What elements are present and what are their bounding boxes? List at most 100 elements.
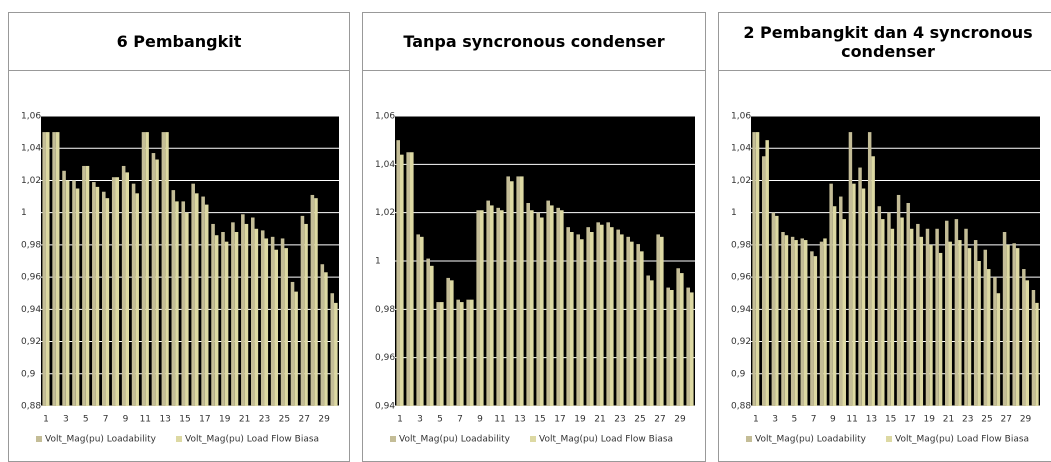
plot-area	[751, 116, 1040, 406]
legend-swatch	[530, 436, 536, 442]
legend-label: Volt_Mag(pu) Loadability	[755, 435, 867, 445]
chart-title: Tanpa syncronous condenser	[403, 32, 665, 51]
bar	[626, 236, 630, 406]
bar	[867, 132, 872, 406]
bar	[330, 293, 335, 406]
bar	[832, 206, 837, 406]
bar	[530, 210, 534, 406]
bar	[556, 207, 560, 406]
bar	[630, 241, 634, 406]
chart-title: 2 Pembangkit dan 4 syncronous condenser	[743, 22, 1033, 61]
bar	[606, 222, 610, 406]
y-tick-label: 0,98	[375, 305, 395, 315]
bar	[45, 132, 50, 406]
bar	[224, 241, 229, 406]
bar	[135, 193, 139, 406]
y-tick-label: 1	[375, 257, 381, 267]
bar	[231, 222, 235, 406]
bar	[839, 196, 843, 406]
bar	[115, 177, 120, 406]
bar	[175, 201, 179, 406]
chart-title: 6 Pembangkit	[116, 32, 242, 51]
x-tick-label: 15	[179, 415, 190, 425]
x-tick-label: 13	[866, 415, 877, 425]
bar	[396, 140, 400, 406]
x-tick-label: 7	[457, 415, 463, 425]
legend-swatch	[390, 436, 396, 442]
bar	[945, 220, 949, 406]
bar	[264, 238, 269, 406]
x-tick-label: 13	[514, 415, 525, 425]
y-tick-label: 1,02	[731, 176, 751, 186]
bar	[52, 132, 56, 406]
bar	[690, 292, 694, 406]
x-tick-label: 23	[962, 415, 973, 425]
chart-panel: 6 Pembangkit 0,88 0,9 0,92 0,94 0,96 0,98 1 1,02…	[8, 12, 350, 462]
chart-header: 6 Pembangkit	[9, 13, 349, 71]
legend-swatch	[176, 436, 182, 442]
bar	[204, 204, 209, 406]
bar	[810, 251, 814, 406]
bar	[1002, 232, 1007, 406]
x-tick-label: 3	[63, 415, 69, 425]
legend-swatch	[746, 436, 752, 442]
x-tick-label: 21	[943, 415, 954, 425]
bar	[996, 293, 1001, 406]
bar	[496, 207, 500, 406]
y-tick-label: 1,06	[731, 112, 751, 122]
bar	[983, 249, 988, 406]
bar	[430, 265, 434, 406]
x-tick-label: 21	[594, 415, 605, 425]
x-tick-label: 11	[846, 415, 857, 425]
x-tick-label: 11	[140, 415, 151, 425]
x-tick-label: 19	[574, 415, 586, 425]
y-tick-label: 0,96	[375, 353, 395, 363]
x-tick-label: 25	[634, 415, 645, 425]
y-tick-label: 0,98	[731, 240, 751, 250]
bar	[590, 232, 594, 406]
bar	[300, 215, 305, 406]
bar	[241, 214, 245, 406]
x-tick-label: 15	[885, 415, 896, 425]
bar	[436, 302, 440, 406]
bar	[486, 200, 490, 406]
y-tick-label: 1	[21, 208, 27, 218]
bar	[958, 240, 962, 406]
bar	[919, 236, 924, 406]
x-tick-label: 17	[904, 415, 915, 425]
x-tick-label: 27	[299, 415, 310, 425]
y-tick-label: 0,96	[21, 273, 41, 283]
x-tick-label: 7	[811, 415, 817, 425]
bar	[842, 219, 846, 406]
bar	[250, 217, 255, 406]
bar	[516, 176, 520, 406]
bar	[925, 228, 930, 406]
y-tick-label: 0,96	[731, 273, 751, 283]
x-tick-label: 25	[981, 415, 992, 425]
legend-label: Volt_Mag(pu) Load Flow Biasa	[185, 435, 319, 445]
y-tick-label: 1,04	[375, 160, 395, 170]
bar	[546, 200, 550, 406]
chart-header: 2 Pembangkit dan 4 syncronous condenser	[719, 13, 1051, 71]
bar	[185, 212, 189, 406]
bar	[304, 223, 308, 406]
bar	[570, 232, 574, 406]
y-tick-label: 1,06	[375, 112, 395, 122]
bar	[803, 240, 808, 406]
bar	[1006, 244, 1010, 406]
bar	[214, 235, 219, 406]
bar	[1031, 290, 1036, 406]
x-tick-label: 1	[753, 415, 759, 425]
bar	[456, 299, 460, 406]
bar	[1015, 248, 1020, 406]
bar	[334, 302, 338, 406]
bar	[244, 223, 249, 406]
x-tick-label: 17	[554, 415, 565, 425]
bar	[65, 180, 70, 406]
legend-label: Volt_Mag(pu) Load Flow Biasa	[539, 435, 673, 445]
bar	[520, 176, 524, 406]
bar	[794, 240, 798, 406]
chart-header: Tanpa syncronous condenser	[363, 13, 705, 71]
bar	[450, 280, 454, 406]
bar	[848, 132, 853, 406]
